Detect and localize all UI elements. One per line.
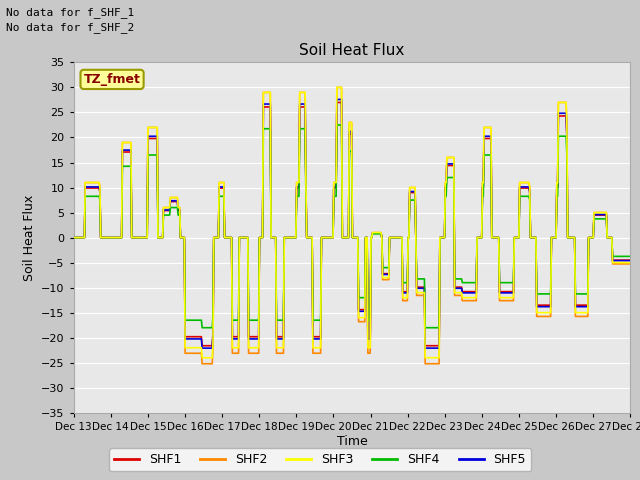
- X-axis label: Time: Time: [337, 434, 367, 448]
- Y-axis label: Soil Heat Flux: Soil Heat Flux: [22, 194, 35, 281]
- Text: No data for f_SHF_1: No data for f_SHF_1: [6, 7, 134, 18]
- Legend: SHF1, SHF2, SHF3, SHF4, SHF5: SHF1, SHF2, SHF3, SHF4, SHF5: [109, 448, 531, 471]
- Title: Soil Heat Flux: Soil Heat Flux: [300, 44, 404, 59]
- Text: TZ_fmet: TZ_fmet: [84, 73, 141, 86]
- Text: No data for f_SHF_2: No data for f_SHF_2: [6, 22, 134, 33]
